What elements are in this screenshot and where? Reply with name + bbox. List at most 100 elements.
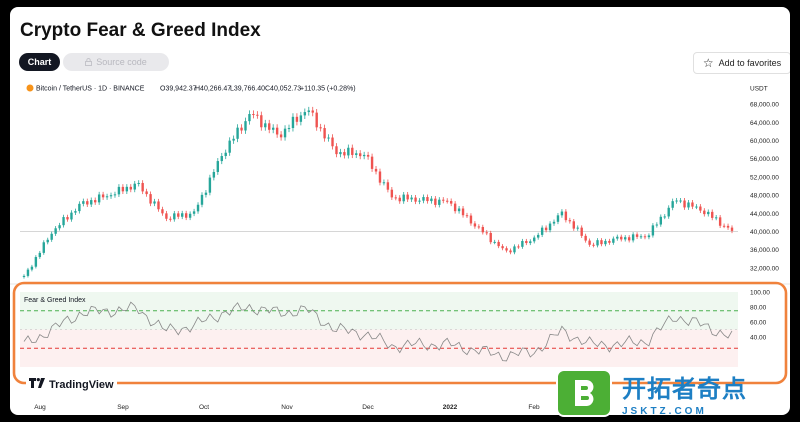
candle-body [604,240,607,245]
candle-body [362,154,366,157]
candle-body [525,240,528,244]
candle-body [78,203,81,212]
candle-body [200,194,204,205]
candle-body [188,213,192,218]
time-axis-label: Dec [362,404,374,411]
candle-body [473,223,477,227]
candle-body [588,240,591,245]
candle-body [572,221,575,229]
candle-body [608,240,611,243]
candle-body [703,210,706,215]
time-axis-label: Nov [281,404,293,411]
legend-open: O39,942.37 [160,86,197,93]
candle-body [319,127,322,129]
candle-body [592,244,595,246]
candle-body [714,217,718,219]
watermark: 开拓者奇点 JSKTZ.COM [550,363,800,422]
candle-body [548,223,552,231]
candle-body [544,227,548,231]
lock-icon [85,58,93,66]
candle-body [564,211,568,221]
candle-body [299,115,303,122]
candle-body [457,208,461,212]
candle-body [426,197,429,202]
candle-body [343,152,346,156]
candle-body [252,114,255,116]
candle-body [145,191,148,195]
candle-body [38,252,42,258]
candle-body [86,201,89,205]
candle-body [204,192,208,195]
candle-body [169,218,172,220]
candle-body [517,246,520,248]
price-axis-tick: 32,000.00 [750,265,779,272]
candle-body [382,182,386,184]
candle-body [125,186,129,192]
candle-body [97,194,101,203]
candle-body [489,232,492,243]
candle-body [596,240,599,246]
candle-body [529,241,532,244]
candle-body [493,241,496,243]
candle-body [62,217,65,226]
candle-body [141,182,144,192]
candle-body [173,213,176,220]
candle-body [90,200,93,205]
fear-greed-series-line [23,301,733,362]
candle-body [540,227,544,235]
candle-body [453,203,457,212]
candle-body [244,121,247,131]
tab-source-code[interactable]: Source code [63,53,169,71]
candle-body [323,128,326,139]
fg-axis-tick: 60.00 [750,320,767,327]
candle-body [279,134,283,138]
tab-chart[interactable]: Chart [19,53,60,71]
candle-body [521,240,524,247]
candle-body [331,137,334,147]
tradingview-logo[interactable]: TradingView [26,377,117,392]
candle-body [240,127,243,131]
watermark-url: JSKTZ.COM [622,405,707,417]
candle-body [386,182,390,190]
candle-body [651,225,655,236]
price-axis-tick: 56,000.00 [750,156,779,163]
candle-body [287,128,291,130]
candle-body [461,208,465,216]
fg-axis-tick: 40.00 [750,335,767,342]
add-to-favorites-button[interactable]: ☆ Add to favorites [693,52,790,74]
candle-body [398,197,401,202]
chart-canvas[interactable]: Bitcoin / TetherUS · 1D · BINANCE O39,942… [10,7,790,415]
indicator-title: Fear & Greed Index [24,297,86,304]
candle-body [469,215,473,224]
candle-body [707,211,710,215]
candle-body [271,127,275,130]
fg-axis-tick: 80.00 [750,305,767,312]
candle-body [501,246,504,249]
candle-body [149,194,152,204]
candle-body [477,226,481,228]
price-axis-tick: 48,000.00 [750,193,779,200]
price-axis-tick: 68,000.00 [750,102,779,109]
candle-body [726,225,730,228]
candle-body [327,137,330,139]
candle-body [335,146,338,155]
candle-body [711,211,714,218]
candle-body [533,237,536,242]
legend-change: +110.35 (+0.28%) [300,86,356,93]
price-axis-tick: 40,000.00 [750,229,779,236]
candle-body [497,241,500,247]
candle-body [687,202,690,208]
candle-body [42,242,45,253]
candle-body [556,215,560,222]
candle-body [584,235,587,241]
highlight-box [12,281,788,385]
candle-body [351,147,354,155]
candle-body [232,138,235,141]
candle-body [568,220,572,222]
candle-body [422,197,425,201]
candle-body [196,204,200,212]
candle-body [228,140,231,153]
candle-body [137,182,140,184]
candle-body [505,248,508,251]
legend-high: H40,266.47 [195,86,231,93]
